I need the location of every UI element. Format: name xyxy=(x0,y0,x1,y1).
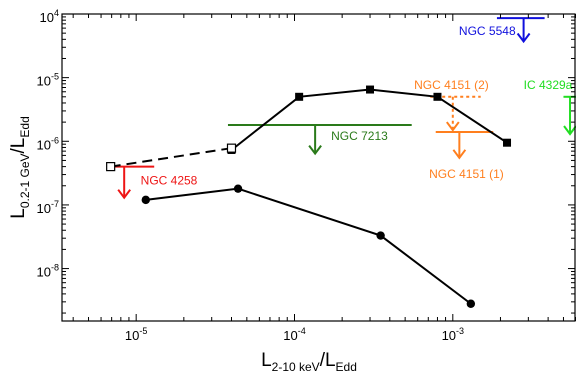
upper-limit: NGC 7213 xyxy=(227,124,412,156)
limit-arrow-head xyxy=(446,121,460,132)
x-tick-label: 10-3 xyxy=(442,326,464,343)
limit-arrow-head xyxy=(516,32,531,44)
data-point xyxy=(466,299,476,308)
data-point xyxy=(295,92,304,101)
limit-label: IC 4329a xyxy=(524,78,573,92)
y-tick-label: 10-7 xyxy=(37,199,59,216)
data-series xyxy=(106,85,512,308)
limit-arrow-head xyxy=(563,125,576,136)
limit-label: NGC 4151 (1) xyxy=(429,167,504,181)
data-point xyxy=(233,184,243,193)
data-point xyxy=(366,85,375,94)
data-point xyxy=(433,92,442,101)
upper-limit: NGC 4258 xyxy=(110,165,198,200)
data-point xyxy=(106,162,116,172)
upper-limit: IC 4329a xyxy=(524,78,576,136)
data-point xyxy=(376,231,385,240)
data-point xyxy=(226,143,237,153)
limit-arrow-head xyxy=(117,189,131,200)
x-tick-label: 10-5 xyxy=(125,326,147,343)
x-axis-label: L2-10 keV/LEdd xyxy=(261,350,357,374)
series-line xyxy=(145,187,472,305)
upper-limit: NGC 5548 xyxy=(459,17,545,44)
y-axis-label: L0.2-1 GeV/LEdd xyxy=(8,116,32,219)
limit-arrow-head xyxy=(452,149,467,160)
data-point xyxy=(141,195,150,205)
y-tick-label: 10-8 xyxy=(37,263,59,280)
y-tick-label: 10-6 xyxy=(37,135,59,152)
limit-label: NGC 5548 xyxy=(459,24,516,38)
axis-ticks xyxy=(62,13,576,321)
limit-label: NGC 7213 xyxy=(331,129,388,143)
y-tick-label: 104 xyxy=(40,8,59,25)
upper-limit: NGC 4151 (1) xyxy=(429,130,504,181)
data-point xyxy=(503,138,512,147)
limit-label: NGC 4258 xyxy=(141,174,198,188)
y-tick-label: 10-5 xyxy=(37,72,59,89)
limit-arrow-head xyxy=(308,145,322,156)
limit-label: NGC 4151 (2) xyxy=(414,78,489,92)
series-line xyxy=(110,147,232,168)
x-tick-label: 10-4 xyxy=(283,326,305,343)
upper-limits: NGC 5548 NGC 4151 (2) NGC 4151 (1) NGC 7213… xyxy=(110,17,576,200)
tick-labels: 10-5 10-4 10-3 104 10-5 10-6 10-7 10-8 xyxy=(37,8,465,343)
plot-frame xyxy=(61,13,576,322)
